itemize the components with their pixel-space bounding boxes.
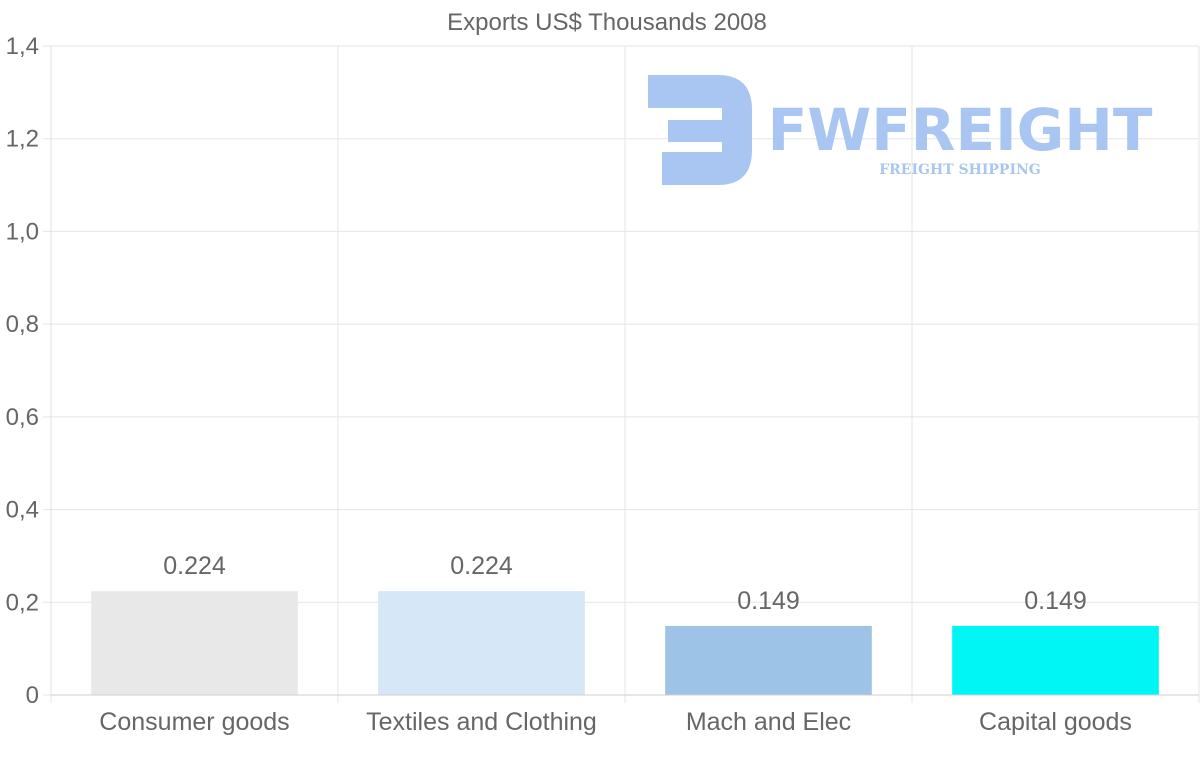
bar-value-label: 0.149 xyxy=(737,587,800,615)
bar-value-label: 0.224 xyxy=(163,552,226,580)
y-tick-label: 1,4 xyxy=(6,33,39,60)
bar[interactable] xyxy=(378,591,585,695)
axes: 0 0,2 0,4 0,6 0,8 1,0 1,2 1,4 Consumer goods Text… xyxy=(6,33,1199,736)
y-tick-label: 1,0 xyxy=(6,218,39,245)
fwfreight-watermark: FWFREIGHT FREIGHT SHIPPING xyxy=(648,75,1153,185)
bar[interactable] xyxy=(665,625,872,695)
x-category-label: Capital goods xyxy=(979,708,1132,736)
y-tick-label: 0,8 xyxy=(6,311,39,338)
bar[interactable] xyxy=(91,591,298,695)
x-category-label: Consumer goods xyxy=(99,708,289,736)
bars: 0.224 0.224 0.149 0.149 xyxy=(91,552,1159,695)
y-tick-label: 0,6 xyxy=(6,404,39,431)
x-category-label: Textiles and Clothing xyxy=(366,708,597,736)
x-category-label: Mach and Elec xyxy=(686,708,851,736)
watermark-brand: FWFREIGHT xyxy=(768,96,1153,164)
chart-title: Exports US$ Thousands 2008 xyxy=(447,9,767,36)
y-tick-label: 0,2 xyxy=(6,589,39,616)
watermark-tagline: FREIGHT SHIPPING xyxy=(879,162,1041,178)
bar-value-label: 0.224 xyxy=(450,552,513,580)
bar-value-label: 0.149 xyxy=(1024,587,1087,615)
y-tick-label: 1,2 xyxy=(6,126,39,153)
fwfreight-logo-icon xyxy=(648,75,752,185)
bar[interactable] xyxy=(952,625,1159,695)
y-tick-label: 0 xyxy=(26,682,39,709)
y-tick-label: 0,4 xyxy=(6,497,39,524)
